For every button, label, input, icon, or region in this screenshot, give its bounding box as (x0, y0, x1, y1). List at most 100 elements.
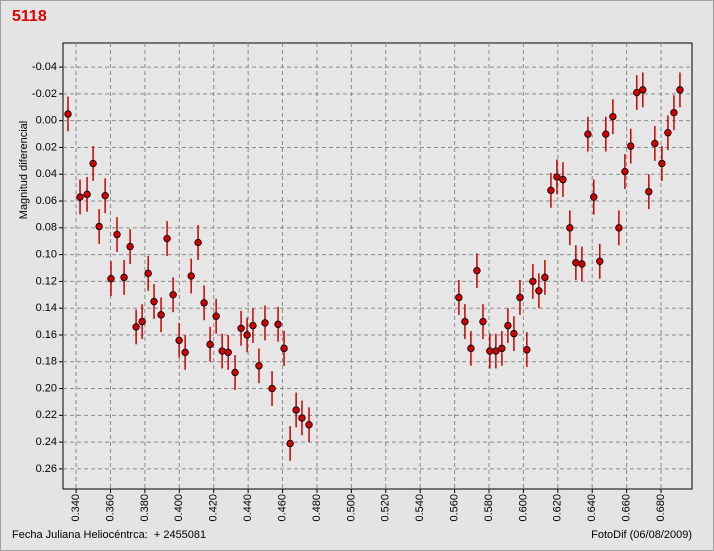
data-point (95, 222, 103, 231)
y-tick-label: 0.26 (36, 463, 57, 475)
data-point (206, 340, 214, 349)
data-point (212, 312, 220, 320)
x-tick-label: 0.400 (173, 494, 185, 522)
y-tick-label: 0.00 (36, 115, 57, 127)
data-point (237, 324, 245, 332)
x-tick-label: 0.380 (139, 494, 151, 522)
data-point (194, 238, 202, 247)
data-point (187, 272, 195, 280)
x-tick-label: 0.520 (380, 494, 392, 522)
data-point (572, 258, 580, 267)
x-tick-label: 0.360 (104, 494, 116, 522)
data-point (286, 439, 294, 448)
data-point (602, 130, 610, 138)
x-tick-label: 0.660 (621, 494, 633, 522)
data-point (670, 108, 678, 117)
data-point (664, 129, 672, 137)
data-point (535, 287, 543, 295)
data-point (89, 159, 97, 168)
data-point (101, 191, 109, 200)
data-point (292, 406, 300, 414)
y-tick-label: 0.16 (36, 329, 57, 341)
data-point (615, 224, 623, 232)
credit: FotoDif (06/08/2009) (591, 529, 692, 541)
data-point (280, 344, 288, 353)
data-point (492, 347, 500, 355)
y-axis-label: Magnitud diferencial (18, 121, 30, 219)
data-point (516, 293, 524, 302)
data-point (467, 344, 475, 353)
data-point (639, 86, 647, 94)
data-point (529, 277, 537, 286)
data-point (541, 273, 549, 282)
x-axis-label: Fecha Juliana Heliocéntrca: + 2455081 (12, 529, 206, 541)
data-point (255, 362, 263, 370)
y-tick-label: 0.14 (36, 302, 57, 314)
data-point (590, 193, 598, 201)
data-point (627, 142, 635, 150)
data-point (138, 317, 146, 326)
data-point (645, 187, 653, 196)
data-point (461, 317, 469, 326)
data-point (144, 269, 152, 278)
data-point (200, 299, 208, 307)
y-tick-label: 0.20 (36, 382, 57, 394)
data-point (455, 293, 463, 302)
data-point (621, 167, 629, 176)
data-point (224, 348, 232, 357)
data-point (274, 320, 282, 328)
x-tick-label: 0.600 (517, 494, 529, 522)
data-point (584, 130, 592, 138)
data-point (504, 321, 512, 330)
y-tick-label: 0.06 (36, 195, 57, 207)
x-tick-label: 0.420 (208, 494, 220, 522)
x-tick-label: 0.340 (70, 494, 82, 522)
y-tick-label: 0.22 (36, 409, 57, 421)
data-point (268, 384, 276, 393)
x-tick-label: 0.560 (448, 494, 460, 522)
data-point (609, 112, 617, 121)
data-point (157, 311, 165, 319)
data-point (126, 242, 134, 251)
data-point (553, 173, 561, 181)
plot-area (62, 42, 693, 490)
y-tick-label: 0.18 (36, 356, 57, 368)
data-point (473, 266, 481, 275)
data-point (547, 186, 555, 195)
y-tick-label: 0.10 (36, 249, 57, 261)
x-tick-label: 0.540 (414, 494, 426, 522)
data-point (498, 344, 506, 353)
data-point (76, 193, 84, 201)
x-tick-label: 0.680 (655, 494, 667, 522)
data-point (243, 331, 251, 339)
data-point (523, 346, 531, 354)
data-point (163, 234, 171, 243)
y-tick-label: 0.02 (36, 141, 57, 153)
data-point (559, 175, 567, 184)
data-point (651, 139, 659, 148)
data-point (132, 323, 140, 331)
data-point (479, 317, 487, 326)
data-point (633, 88, 641, 97)
data-point (169, 291, 177, 299)
y-tick-label: 0.12 (36, 275, 57, 287)
y-tick-label: 0.24 (36, 436, 57, 448)
data-point (578, 260, 586, 268)
data-point (596, 257, 604, 266)
data-point (566, 224, 574, 232)
data-point (150, 297, 158, 306)
x-tick-label: 0.500 (345, 494, 357, 522)
data-point (181, 348, 189, 357)
x-tick-label: 0.580 (483, 494, 495, 522)
y-tick-label: 0.08 (36, 222, 57, 234)
data-point (261, 319, 269, 327)
data-point (175, 336, 183, 345)
data-point (120, 273, 128, 282)
data-point (113, 230, 121, 239)
data-point (107, 275, 115, 283)
x-tick-label: 0.640 (586, 494, 598, 522)
data-point (231, 368, 239, 377)
data-point (305, 421, 313, 429)
data-point (676, 86, 684, 94)
